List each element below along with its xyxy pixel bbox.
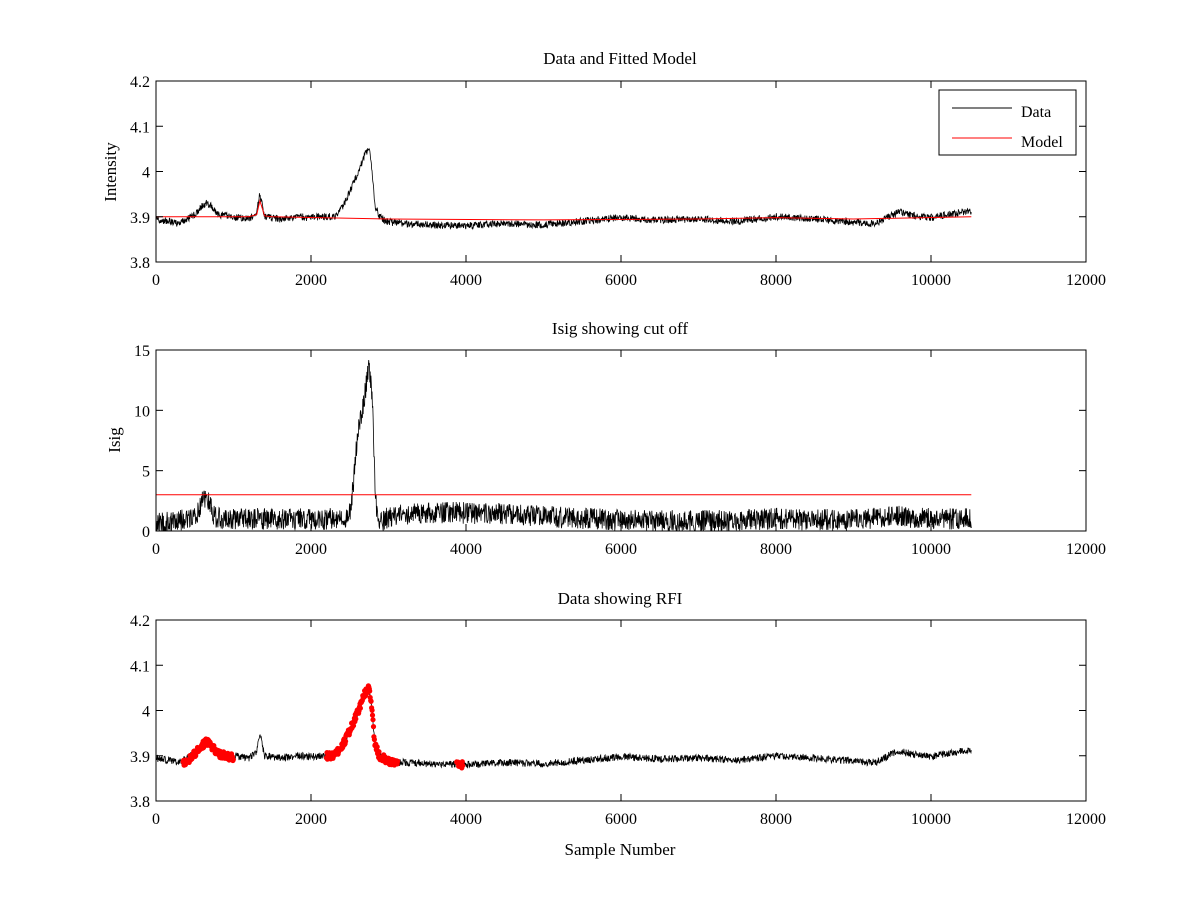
rfi-marker: [367, 688, 373, 694]
legend-model-label: Model: [1021, 134, 1063, 151]
x-tick-label: 12000: [1066, 541, 1106, 558]
y-tick-label: 3.8: [130, 255, 150, 272]
series-line-data: [156, 147, 972, 231]
x-tick-label: 10000: [911, 541, 951, 558]
panel-1-plot: 0 2000 4000 6000 8000 10000 12000 3.8 3.9 4 4.1 4.2: [130, 74, 1106, 289]
x-tick-label: 12000: [1066, 811, 1106, 828]
rfi-marker: [369, 707, 375, 713]
series-line-isig: [156, 360, 972, 531]
x-tick-label: 0: [152, 541, 160, 558]
plot-data-layer: [156, 360, 972, 531]
y-tick-label: 0: [142, 524, 150, 541]
y-tick-label: 4.2: [130, 74, 150, 91]
panel-1: Data and Fitted Model Intensity 0 2000 400…: [101, 49, 1106, 289]
rfi-marker: [459, 759, 465, 765]
x-tick-label: 10000: [911, 272, 951, 289]
panel-2-title: Isig showing cut off: [552, 319, 688, 338]
panel-1-legend: Data Model: [938, 89, 1077, 156]
rfi-marker: [374, 744, 380, 750]
y-tick-label: 4.2: [130, 613, 150, 630]
rfi-marker: [376, 749, 382, 755]
panel-3-title: Data showing RFI: [558, 589, 683, 608]
plot-data-layer: [156, 147, 972, 231]
rfi-marker: [368, 698, 374, 704]
y-tick-label: 4: [142, 165, 150, 182]
rfi-marker: [371, 736, 377, 743]
x-tick-label: 2000: [295, 272, 327, 289]
x-tick-label: 12000: [1066, 272, 1106, 289]
x-tick-label: 0: [152, 811, 160, 828]
panel-1-ylabel: Intensity: [101, 142, 120, 202]
x-tick-label: 4000: [450, 541, 482, 558]
y-tick-label: 3.9: [130, 210, 150, 227]
rfi-marker: [353, 716, 359, 722]
rfi-marker: [369, 712, 376, 718]
panel-3-plot: 0 2000 4000 6000 8000 10000 12000 3.8 3.9 4 4.1 4.2: [130, 613, 1106, 828]
x-tick-label: 8000: [760, 811, 792, 828]
x-tick-label: 6000: [605, 272, 637, 289]
y-tick-label: 4.1: [130, 119, 150, 136]
y-tick-label: 15: [134, 343, 150, 360]
series-line-data: [156, 685, 972, 769]
panel-3: Data showing RFI Sample Number 0 2000 4000…: [130, 589, 1106, 859]
y-tick-label: 5: [142, 464, 150, 481]
y-tick-label: 4: [142, 704, 150, 721]
rfi-marker: [230, 757, 236, 763]
rfi-marker: [370, 717, 376, 723]
y-tick-label: 3.8: [130, 794, 150, 811]
legend-data-label: Data: [1021, 104, 1051, 121]
x-tick-label: 2000: [295, 811, 327, 828]
panel-3-xlabel: Sample Number: [565, 840, 676, 859]
panel-1-title: Data and Fitted Model: [543, 49, 697, 68]
rfi-marker: [357, 705, 363, 711]
x-tick-label: 6000: [605, 541, 637, 558]
x-tick-label: 8000: [760, 541, 792, 558]
x-tick-label: 4000: [450, 272, 482, 289]
legend-box: [938, 89, 1077, 156]
y-tick-label: 3.9: [130, 749, 150, 766]
plot-data-layer: [156, 683, 972, 771]
panel-2-plot: 0 2000 4000 6000 8000 10000 12000 0 5 10 15: [134, 343, 1106, 558]
x-tick-label: 2000: [295, 541, 327, 558]
panel-2: Isig showing cut off Isig 0 2000 4000 6000 8…: [105, 319, 1106, 558]
x-tick-label: 0: [152, 272, 160, 289]
rfi-marker: [460, 762, 466, 769]
rfi-marker: [343, 738, 349, 744]
y-tick-label: 10: [134, 403, 150, 420]
y-tick-label: 4.1: [130, 658, 150, 675]
rfi-marker: [395, 758, 401, 764]
panel-2-ylabel: Isig: [105, 427, 124, 453]
x-tick-label: 10000: [911, 811, 951, 828]
rfi-marker: [370, 724, 377, 730]
rfi-marker: [350, 723, 357, 729]
series-line-model: [156, 199, 972, 221]
x-tick-label: 6000: [605, 811, 637, 828]
x-tick-label: 8000: [760, 272, 792, 289]
x-tick-label: 4000: [450, 811, 482, 828]
